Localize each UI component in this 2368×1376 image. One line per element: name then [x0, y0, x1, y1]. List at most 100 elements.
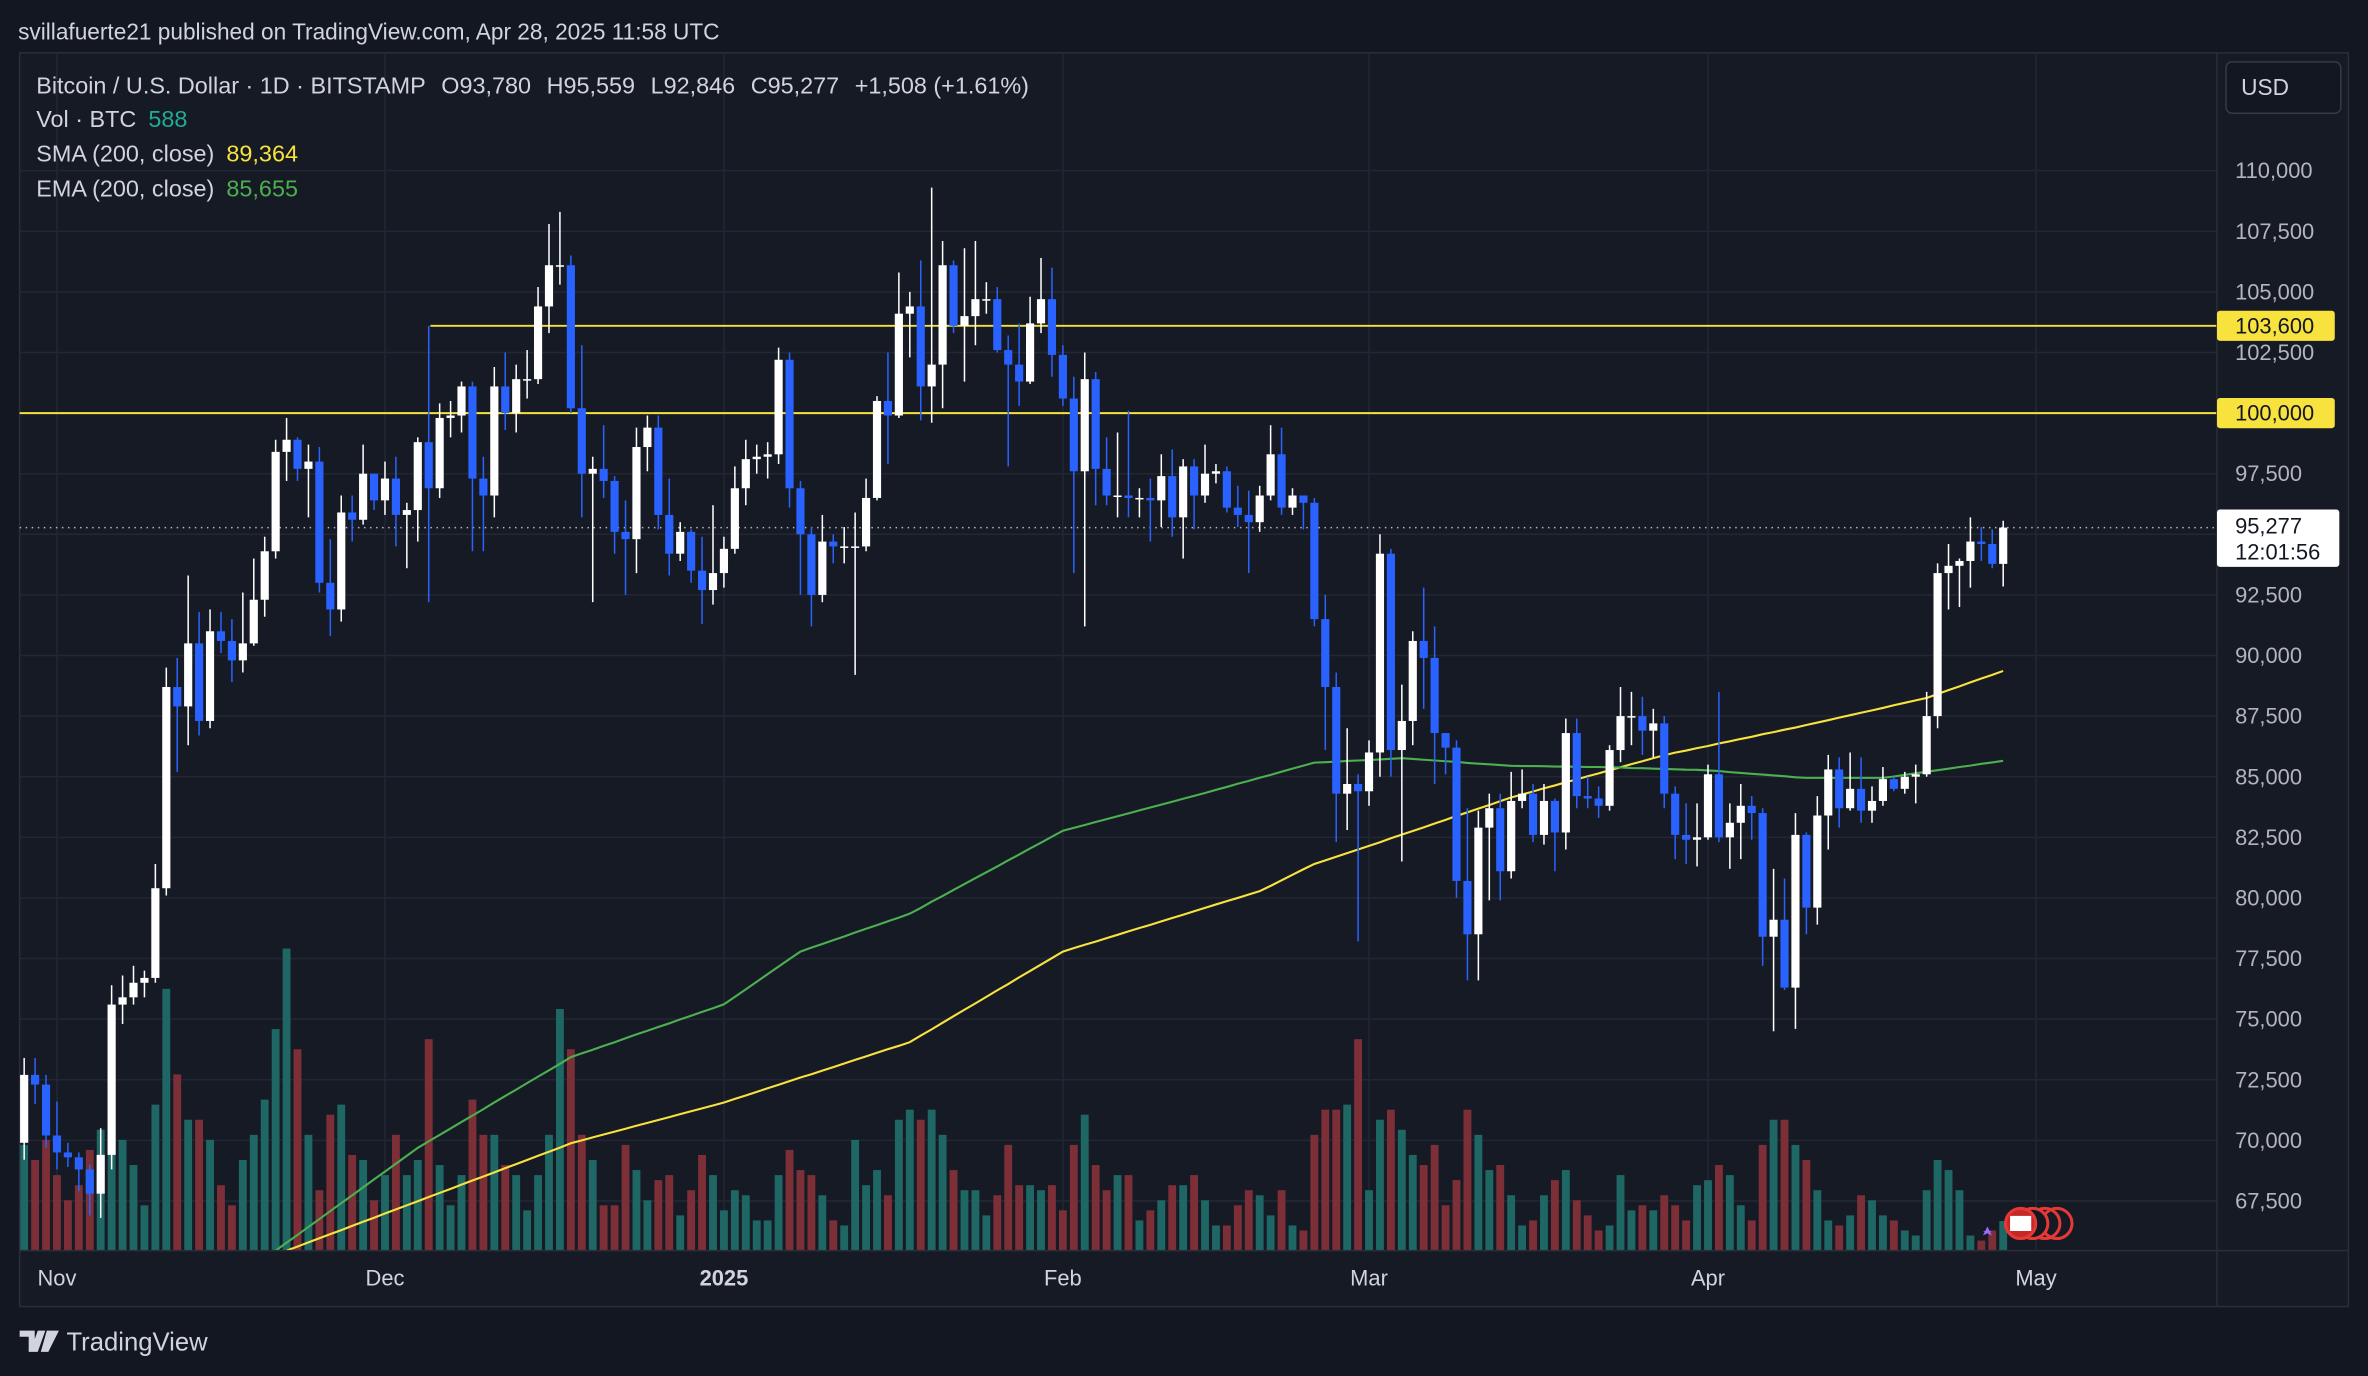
candle-body	[173, 687, 182, 707]
candle-body	[249, 599, 258, 644]
legend-value: 89,364	[226, 141, 298, 167]
brand: TradingView	[66, 1328, 208, 1356]
volume-bar	[173, 1074, 182, 1251]
candle-body	[960, 316, 969, 326]
volume-bar	[1878, 1215, 1887, 1251]
volume-bar	[42, 1139, 50, 1251]
volume-bar	[1113, 1175, 1122, 1251]
x-tick-label: Apr	[1691, 1265, 1725, 1290]
candle-body	[621, 531, 630, 540]
candle-body	[326, 582, 335, 610]
candle-body	[260, 551, 269, 600]
volume-bar	[1376, 1119, 1384, 1251]
volume-bar	[1179, 1185, 1188, 1251]
ohlc-value: 95,277	[768, 73, 840, 99]
y-tick-label: 72,500	[2235, 1067, 2302, 1092]
volume-bar	[1190, 1175, 1199, 1251]
ohlc-key: H	[547, 73, 564, 99]
volume-bar	[63, 1200, 72, 1251]
volume-bar	[1168, 1185, 1177, 1251]
candle-body	[894, 313, 903, 416]
y-tick-label: 70,000	[2235, 1128, 2302, 1153]
candle-body	[293, 439, 302, 469]
volume-bar	[1988, 1230, 1997, 1251]
volume-bar	[676, 1215, 685, 1251]
volume-bar	[1561, 1170, 1570, 1251]
candle-body	[1354, 783, 1363, 792]
grid	[19, 52, 2217, 1251]
candle-body	[20, 1074, 29, 1143]
volume-bar	[1321, 1109, 1330, 1251]
volume-bar	[905, 1109, 914, 1251]
volume-bar	[1266, 1215, 1275, 1251]
level-label: 103,600	[2235, 313, 2314, 338]
volume-bar	[1725, 1175, 1734, 1251]
volume-bar	[1397, 1129, 1406, 1251]
y-tick-label: 77,500	[2235, 946, 2302, 971]
candle-body	[1758, 813, 1767, 937]
candle-body	[872, 400, 882, 498]
volume-bar	[1835, 1225, 1844, 1251]
candle-body	[1015, 364, 1024, 382]
volume-bar	[1343, 1104, 1352, 1251]
candle-body	[577, 408, 586, 474]
candle-body	[413, 442, 422, 511]
candle-body	[1846, 788, 1855, 809]
candle-body	[993, 299, 1002, 351]
candle-body	[41, 1084, 51, 1136]
volume-bar	[282, 948, 291, 1251]
volume-bar	[566, 1049, 575, 1251]
candle-body	[1671, 793, 1680, 835]
candle-body	[1627, 716, 1636, 718]
candle-body	[205, 631, 215, 721]
volume-bar	[1222, 1225, 1231, 1251]
volume-bar	[523, 1210, 532, 1251]
volume-bar	[1518, 1225, 1527, 1251]
volume-bar	[31, 1160, 40, 1251]
candle-body	[1397, 720, 1406, 751]
volume-bar	[1288, 1225, 1297, 1251]
volume-bar	[1944, 1170, 1953, 1251]
volume-bar	[424, 1039, 433, 1251]
candle-body	[1190, 466, 1199, 496]
candle-body	[1452, 747, 1461, 881]
volume-bar	[632, 1170, 641, 1251]
y-tick-label: 67,500	[2235, 1188, 2302, 1213]
volume-bar	[621, 1144, 630, 1251]
candle-body	[129, 982, 138, 998]
candle-body	[348, 512, 357, 520]
candle-body	[1004, 350, 1013, 365]
candle-body	[665, 514, 674, 554]
volume-bar	[807, 1175, 816, 1251]
legend-name: EMA (200, close)	[36, 175, 214, 201]
volume-bar	[413, 1160, 422, 1251]
volume-bar	[1955, 1190, 1964, 1251]
volume-bar	[774, 1175, 783, 1251]
candle-body	[654, 427, 663, 515]
volume-bar	[720, 1210, 728, 1251]
candle-body	[774, 359, 783, 455]
y-tick-label: 97,500	[2235, 461, 2302, 486]
volume-bar	[1310, 1134, 1319, 1251]
currency-button[interactable]	[2225, 61, 2342, 115]
candle-body	[1988, 543, 1997, 564]
candle-body	[697, 570, 707, 591]
candle-body	[1179, 466, 1188, 518]
legend-value: 588	[148, 106, 187, 132]
candle-body	[446, 415, 455, 418]
candle-body	[1255, 495, 1264, 523]
candle-body	[1047, 299, 1057, 355]
candle-body	[1321, 619, 1330, 688]
candle-body	[1638, 716, 1647, 731]
level-label-box	[2216, 310, 2335, 341]
candle-body	[927, 364, 936, 387]
candle-body	[184, 643, 193, 707]
candle-body	[1649, 723, 1658, 731]
volume-bar	[1135, 1220, 1144, 1251]
level-label: 100,000	[2235, 401, 2314, 426]
candle-body	[1496, 808, 1505, 872]
candle-body	[643, 427, 652, 448]
candle-body	[752, 456, 761, 460]
candle-body	[85, 1169, 94, 1194]
y-tick-label: 107,500	[2235, 219, 2314, 244]
